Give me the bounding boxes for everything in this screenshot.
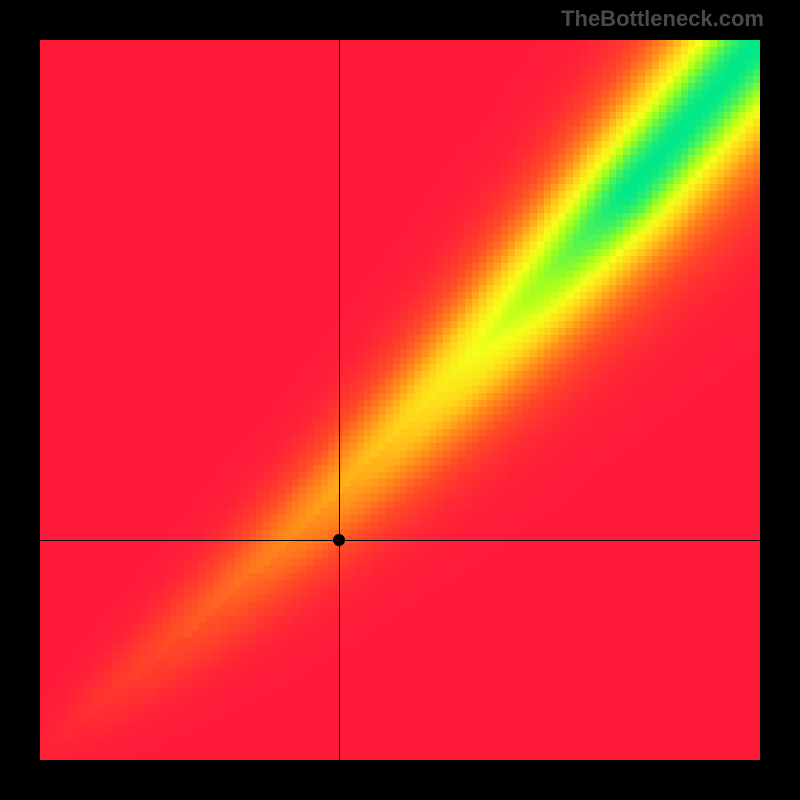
heatmap-canvas	[40, 40, 760, 760]
watermark: TheBottleneck.com	[561, 6, 764, 32]
crosshair-horizontal	[40, 540, 760, 541]
marker-dot	[333, 534, 345, 546]
crosshair-vertical	[339, 40, 340, 760]
